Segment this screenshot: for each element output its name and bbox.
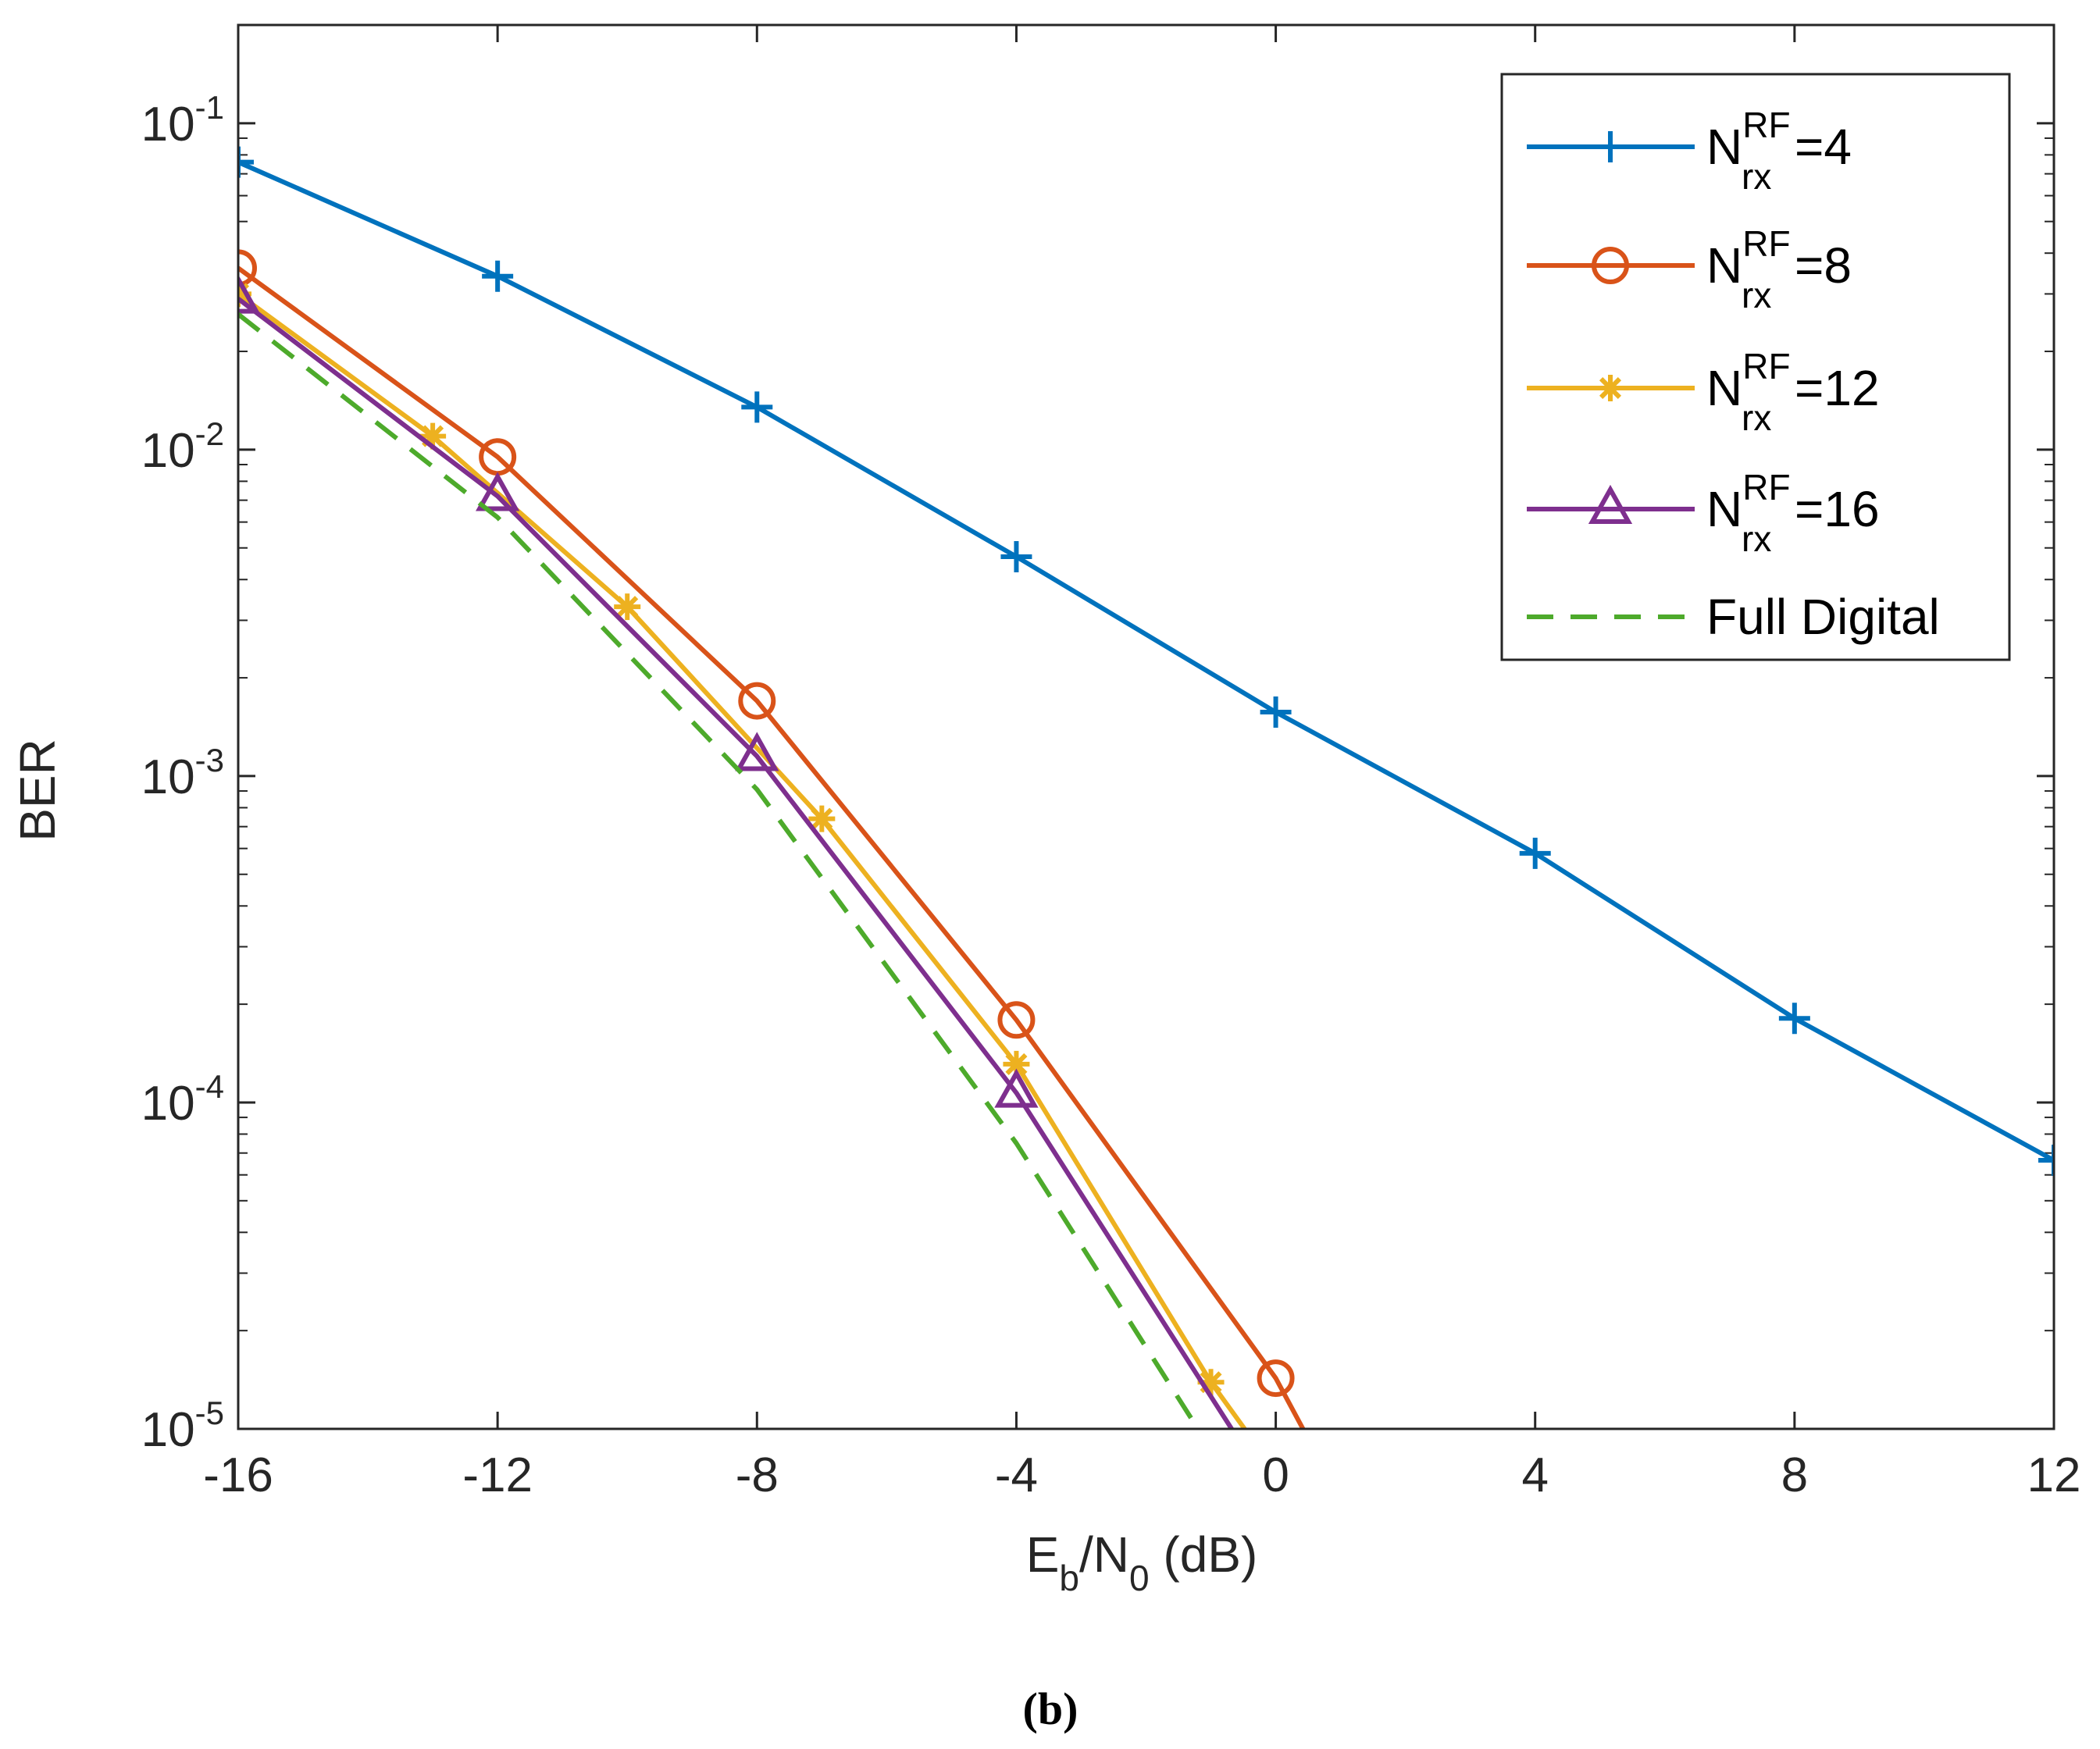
legend-marker <box>1588 484 1633 524</box>
data-point <box>419 422 447 450</box>
x-axis-title-sub-0: 0 <box>1129 1558 1150 1598</box>
data-point <box>1778 1003 1810 1035</box>
x-tick-label: -12 <box>462 1448 533 1502</box>
y-tick-label: 10-5 <box>141 1395 224 1457</box>
legend-marker <box>1592 247 1629 284</box>
x-axis-title-unit: (dB) <box>1150 1526 1258 1583</box>
legend-label-base: N <box>1706 360 1742 416</box>
data-point <box>1000 540 1032 572</box>
legend-marker <box>1597 375 1624 401</box>
series-line <box>238 312 1200 1429</box>
data-point <box>997 1001 1036 1039</box>
legend-label-base: N <box>1706 481 1742 537</box>
data-point <box>741 391 773 423</box>
legend-marker <box>1595 131 1626 162</box>
y-tick-label-base: 10 <box>141 98 195 151</box>
series-line <box>238 265 1306 1429</box>
y-tick-label: 10-1 <box>141 89 224 151</box>
x-tick-labels: -16 -12 -8 -4 0 4 8 12 <box>203 1448 2080 1502</box>
legend-label: NRF rx =12 <box>1706 346 1880 438</box>
data-point <box>1519 837 1551 869</box>
y-axis-title: BER <box>9 739 66 842</box>
legend-label-sub: rx <box>1742 156 1771 197</box>
legend-label-tail: =12 <box>1795 360 1880 416</box>
x-tick-label: 0 <box>1262 1448 1289 1502</box>
y-tick-label: 10-3 <box>141 742 224 804</box>
legend-label-sub: rx <box>1742 518 1771 559</box>
y-tick-label-exponent: -3 <box>195 742 224 778</box>
legend-label-base: Full Digital <box>1706 589 1940 645</box>
legend-label-sup: RF <box>1742 105 1790 145</box>
data-point <box>2038 1145 2054 1177</box>
data-point <box>994 1068 1039 1108</box>
data-point <box>482 260 514 292</box>
legend-label-sub: rx <box>1742 275 1771 315</box>
data-point <box>808 805 836 832</box>
x-tick-label: -4 <box>995 1448 1038 1502</box>
legend-label: NRF rx =4 <box>1706 105 1852 197</box>
legend-label-base: N <box>1706 237 1742 294</box>
data-point <box>238 249 257 287</box>
x-axis-title-e: E <box>1026 1526 1060 1583</box>
x-axis-title-n: /N <box>1079 1526 1129 1583</box>
legend-label-base: N <box>1706 119 1742 175</box>
legend-label-sup: RF <box>1742 467 1790 508</box>
x-tick-label: 12 <box>2027 1448 2081 1502</box>
legend-label-sub: rx <box>1742 397 1771 438</box>
series-4 <box>238 312 1200 1429</box>
legend-label-tail: =8 <box>1795 237 1852 294</box>
y-tick-label-exponent: -1 <box>195 89 224 126</box>
series-line <box>238 159 2054 1163</box>
data-point <box>1257 1359 1295 1398</box>
series-line <box>238 297 1234 1429</box>
legend-label-tail: =4 <box>1795 119 1852 175</box>
y-tick-label-exponent: -2 <box>195 415 224 452</box>
y-tick-label-base: 10 <box>141 424 195 478</box>
series-layer <box>238 146 2054 1429</box>
x-axis-title-sub-b: b <box>1059 1558 1079 1598</box>
figure-caption: (b) <box>1023 1683 1079 1734</box>
y-tick-label: 10-2 <box>141 415 224 478</box>
legend-label-sup: RF <box>1742 346 1790 386</box>
legend-box <box>1500 73 2011 661</box>
data-point <box>738 682 776 720</box>
legend-label: Full Digital <box>1706 589 1940 645</box>
data-point <box>238 274 261 314</box>
data-point <box>1003 1050 1030 1078</box>
x-tick-label: 4 <box>1521 1448 1548 1502</box>
legend-label: NRF rx =16 <box>1706 467 1880 559</box>
legend-label-sup: RF <box>1742 223 1790 264</box>
y-tick-label-exponent: -5 <box>195 1395 224 1431</box>
x-tick-label: -8 <box>736 1448 779 1502</box>
data-point <box>1260 696 1292 728</box>
y-tick-label-base: 10 <box>141 750 195 804</box>
data-point <box>476 472 520 511</box>
series-3 <box>238 274 1234 1429</box>
y-tick-label-base: 10 <box>141 1403 195 1457</box>
data-point <box>1197 1369 1225 1396</box>
data-point <box>614 593 641 621</box>
x-tick-label: -16 <box>203 1448 273 1502</box>
minor-ticks <box>238 24 2054 1332</box>
series-2 <box>238 280 1247 1429</box>
x-tick-label: 8 <box>1781 1448 1808 1502</box>
legend-label-tail: =16 <box>1795 481 1880 537</box>
x-axis-title: Eb/N0 (dB) <box>1026 1526 1258 1598</box>
y-tick-label: 10-4 <box>141 1068 224 1131</box>
plot-border <box>237 23 2055 1430</box>
y-tick-label-exponent: -4 <box>195 1068 224 1105</box>
y-tick-labels: 10-110-210-310-410-5 <box>141 89 224 1457</box>
data-point <box>735 732 779 771</box>
data-point <box>238 146 254 178</box>
y-tick-label-base: 10 <box>141 1077 195 1131</box>
legend-label: NRF rx =8 <box>1706 223 1852 315</box>
series-0 <box>238 146 2054 1177</box>
